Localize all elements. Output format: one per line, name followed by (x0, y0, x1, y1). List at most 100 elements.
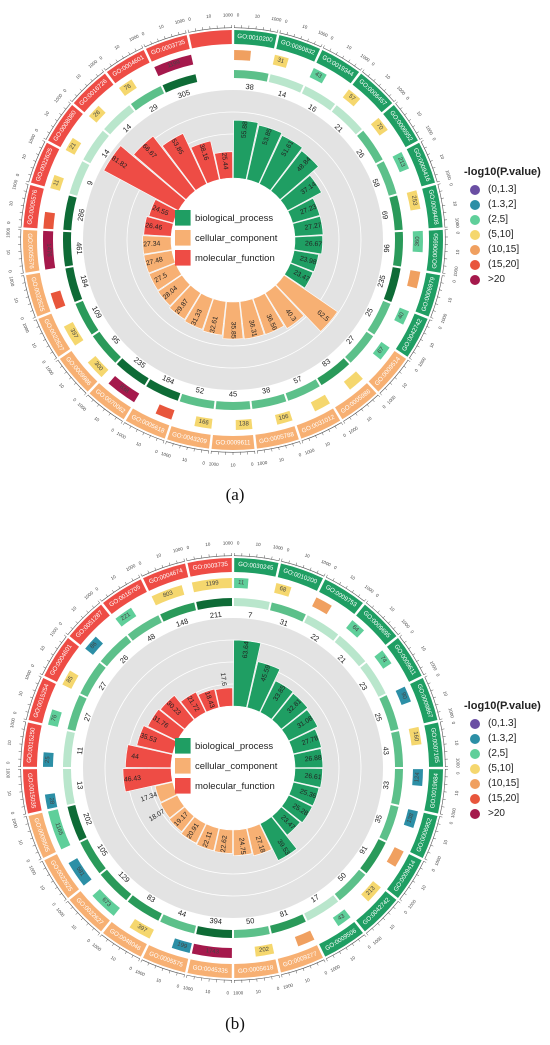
tick-axis (141, 561, 185, 577)
tick-mark (21, 728, 25, 730)
tick-mark (371, 605, 375, 609)
tick-label: 10 (114, 44, 121, 51)
tick-axis (234, 555, 280, 562)
tick-mark (332, 954, 335, 958)
tick-mark (63, 634, 67, 638)
tick-label: 10 (39, 884, 46, 891)
term-28: 0 10 1000 25.44 (187, 12, 234, 180)
legend-item: (0,1.3] (464, 716, 550, 731)
count-band (215, 401, 251, 410)
tick-mark (382, 615, 386, 619)
tick-mark (59, 893, 63, 896)
tick-mark (39, 673, 43, 676)
richness-bar (264, 284, 305, 329)
tick-mark (437, 296, 441, 298)
tick-mark (157, 38, 159, 42)
tick-mark (90, 78, 93, 82)
count-label: 35 (373, 813, 384, 824)
tick-mark (39, 332, 43, 335)
tick-mark (95, 74, 99, 77)
significance-value: 43 (337, 913, 346, 922)
tick-label: 1000 (396, 85, 407, 96)
panel-b: 0 10 1000 GO:0030245 11 7 63.64 0 10 1000 GO:00102… (0, 522, 550, 1045)
tick-mark (387, 912, 391, 915)
tick-mark (154, 567, 157, 571)
significance-value: 76 (51, 714, 59, 723)
richness-label: 26.67 (305, 240, 323, 248)
tick-mark (183, 558, 185, 562)
tick-label: 0 (414, 368, 420, 373)
tick-mark (394, 377, 398, 380)
count-label: 22 (309, 632, 321, 644)
tick-mark (403, 893, 407, 896)
tick-label: 0 (15, 173, 21, 177)
richness-label: 36.31 (247, 319, 258, 337)
tick-mark (362, 69, 365, 73)
tick-label: 0 (284, 19, 288, 25)
count-label: 202 (81, 811, 94, 826)
tick-label: 10 (6, 250, 11, 256)
tick-label: 10 (7, 740, 13, 746)
legend-swatch (470, 184, 480, 195)
legend-swatch (470, 274, 480, 285)
category-swatch (175, 250, 191, 266)
significance-bar (274, 583, 292, 597)
tick-mark (363, 598, 367, 602)
tick-mark (43, 867, 47, 870)
richness-bar (258, 135, 303, 191)
tick-mark (27, 830, 31, 833)
count-band (379, 695, 399, 732)
legend-swatch (470, 808, 480, 819)
count-label: 7 (248, 610, 253, 619)
tick-label: 1000 (317, 29, 329, 38)
tick-mark (30, 310, 34, 312)
tick-mark (295, 970, 298, 974)
tick-mark (172, 443, 174, 447)
tick-axis (26, 676, 42, 720)
richness-bar (202, 298, 227, 336)
tick-axis (399, 636, 424, 675)
tick-mark (23, 721, 27, 723)
tick-label: 1000 (22, 322, 31, 334)
tick-label: 0 (25, 859, 31, 864)
tick-label: 0 (405, 96, 411, 101)
tick-mark (393, 99, 397, 102)
tick-mark (372, 399, 375, 403)
tick-mark (138, 958, 141, 962)
count-band (69, 161, 90, 196)
significance-bar (386, 847, 404, 867)
tick-mark (408, 886, 412, 889)
go-id-label: GO:0005618 (238, 964, 275, 975)
tick-label: 1000 (386, 394, 397, 405)
tick-mark (365, 932, 369, 936)
richness-label: 26.61 (304, 773, 322, 782)
tick-label: 10 (428, 342, 435, 349)
go-id-band (352, 73, 393, 113)
significance-value: 64 (351, 624, 360, 633)
significance-bar (343, 371, 363, 390)
tick-label: 10 (230, 463, 236, 468)
category-label: molecular_function (195, 781, 275, 792)
tick-label: 10 (70, 605, 77, 612)
tick-label: 10 (205, 989, 211, 995)
go-id-band (356, 604, 397, 645)
go-id-band (406, 142, 436, 187)
tick-label: 1000 (223, 12, 234, 17)
significance-bar (191, 578, 232, 593)
tick-mark (295, 562, 298, 566)
legend-item: (15,20] (464, 257, 550, 272)
tick-label: 1000 (454, 218, 460, 229)
tick-mark (35, 851, 39, 854)
tick-label: 0 (128, 966, 133, 972)
count-label: 23 (357, 680, 369, 692)
significance-value: 397 (69, 328, 79, 340)
tick-mark (281, 974, 283, 978)
tick-mark (64, 371, 67, 374)
tick-label: 1000 (8, 276, 15, 287)
tick-label: 1000 (172, 546, 183, 553)
tick-label: 1000 (183, 985, 194, 992)
